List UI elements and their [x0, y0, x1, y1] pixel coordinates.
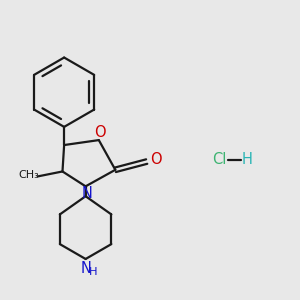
Text: N: N [82, 186, 93, 201]
Text: N: N [80, 261, 91, 276]
Text: Cl: Cl [212, 152, 226, 167]
Text: H: H [242, 152, 253, 167]
Text: CH₃: CH₃ [18, 170, 39, 180]
Text: H: H [88, 266, 97, 277]
Text: O: O [150, 152, 162, 167]
Text: O: O [94, 125, 106, 140]
